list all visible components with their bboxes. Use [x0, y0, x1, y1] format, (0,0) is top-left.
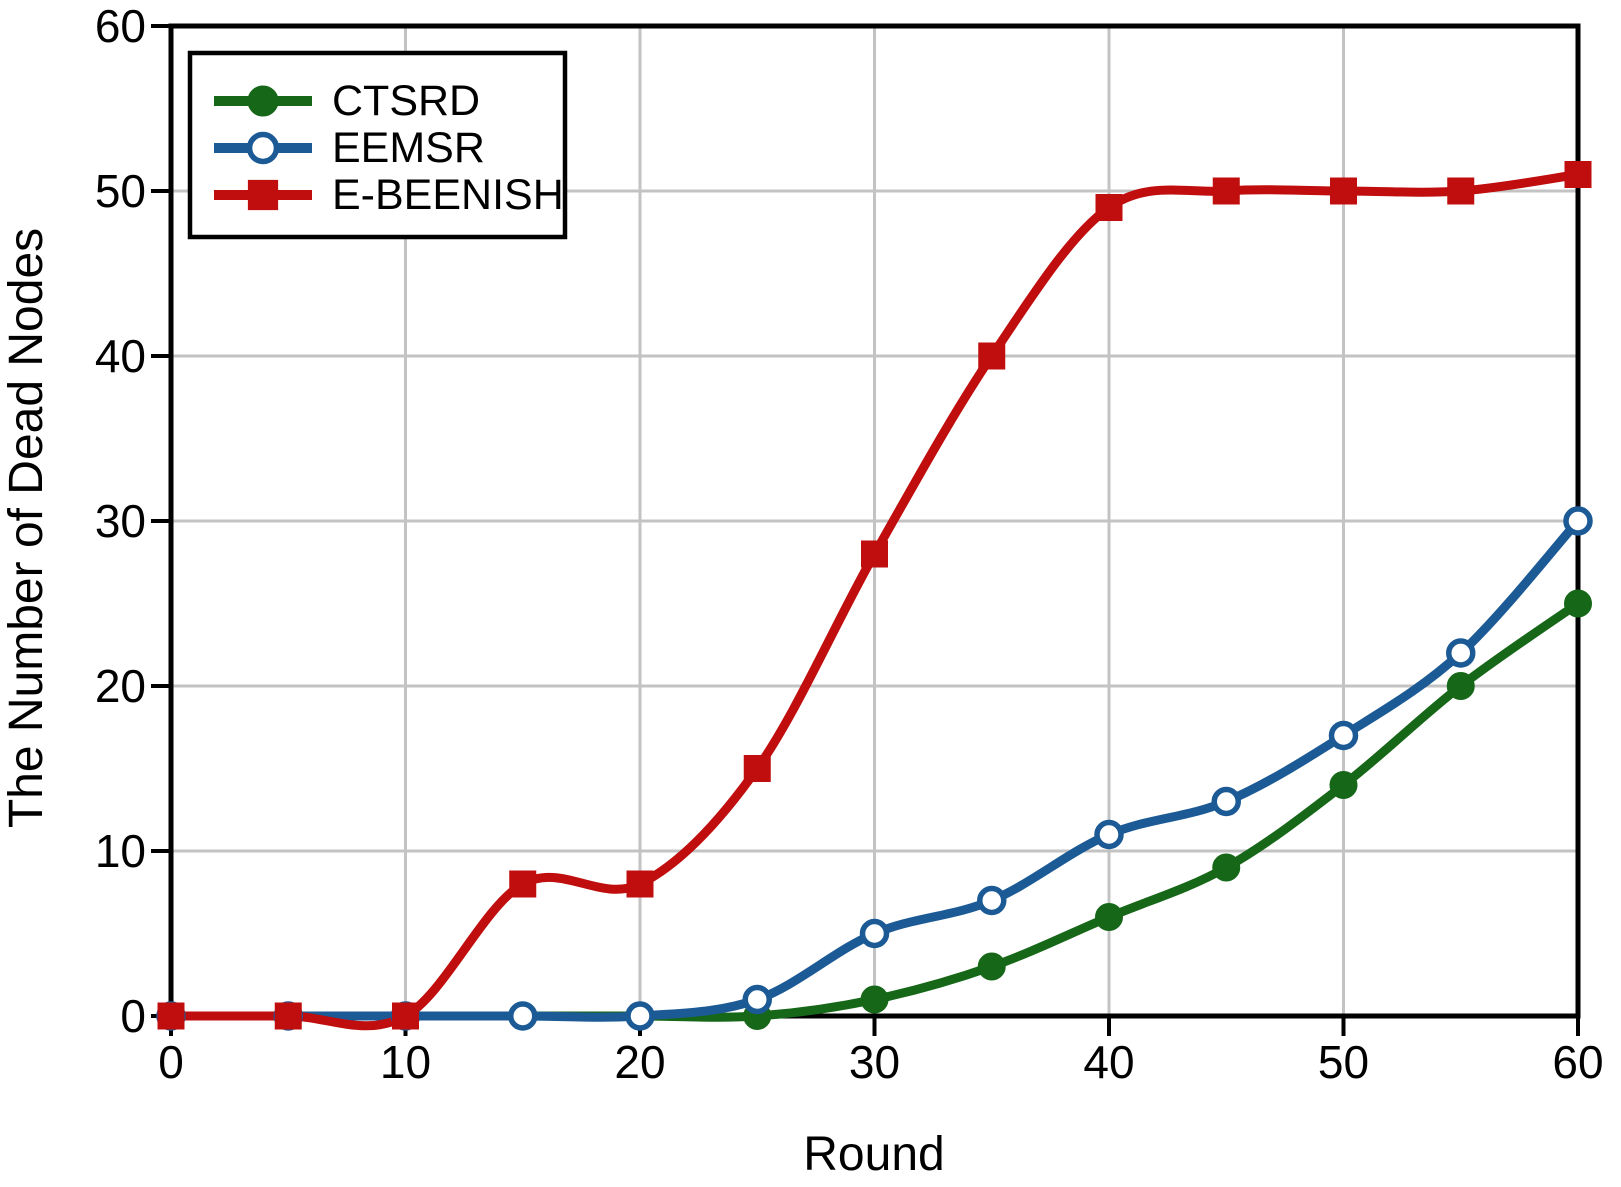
- y-tick-label-60: 60: [95, 0, 146, 52]
- marker-E-BEENISH-x0: [157, 1002, 185, 1030]
- series-markers: [156, 161, 1593, 1031]
- marker-EEMSR-x15: [508, 1001, 538, 1031]
- marker-E-BEENISH-x45: [1212, 177, 1240, 205]
- x-tick-label-0: 0: [158, 1036, 184, 1088]
- x-tick-label-50: 50: [1318, 1036, 1369, 1088]
- marker-E-BEENISH-x35: [978, 342, 1006, 370]
- marker-E-BEENISH-x40: [1095, 194, 1123, 221]
- x-tick-label-40: 40: [1083, 1036, 1134, 1088]
- marker-CTSRD-x30: [860, 985, 889, 1014]
- marker-E-BEENISH-x60: [1564, 161, 1592, 188]
- marker-E-BEENISH-x30: [861, 540, 888, 568]
- y-tick-label-30: 30: [95, 495, 146, 547]
- legend-sample-marker-E-BEENISH: [247, 179, 279, 211]
- marker-E-BEENISH-x20: [626, 870, 654, 898]
- marker-EEMSR-x30: [859, 918, 890, 949]
- legend-sample-marker-EEMSR: [246, 131, 280, 165]
- legend-label-eemsr: EEMSR: [332, 124, 485, 172]
- y-tick-label-50: 50: [95, 165, 146, 217]
- marker-EEMSR-x20: [625, 1001, 655, 1031]
- marker-CTSRD-x35: [977, 952, 1006, 981]
- y-axis-title: The Number of Dead Nodes: [0, 228, 53, 828]
- x-tick-label-60: 60: [1552, 1036, 1603, 1088]
- marker-CTSRD-x45: [1212, 853, 1241, 882]
- legend-marker-ctsrd: [214, 85, 312, 117]
- x-axis-title: Round: [803, 1128, 944, 1181]
- marker-CTSRD-x50: [1329, 771, 1358, 799]
- legend-marker-eemsr: [214, 131, 312, 165]
- marker-EEMSR-x25: [742, 984, 772, 1015]
- marker-EEMSR-x60: [1563, 506, 1593, 536]
- x-tick-label-20: 20: [614, 1036, 665, 1088]
- x-tick-labels: 0 10 20 30 40 50 60: [158, 1036, 1603, 1088]
- y-tick-label-10: 10: [95, 825, 146, 877]
- marker-E-BEENISH-x50: [1330, 177, 1357, 205]
- marker-E-BEENISH-x25: [743, 755, 771, 782]
- marker-EEMSR-x40: [1094, 819, 1124, 850]
- marker-EEMSR-x45: [1211, 786, 1241, 817]
- marker-E-BEENISH-x15: [509, 870, 537, 898]
- marker-E-BEENISH-x5: [274, 1002, 302, 1030]
- legend-label-e-beenish: E-BEENISH: [332, 171, 564, 219]
- legend-sample-marker-CTSRD: [247, 85, 279, 117]
- marker-CTSRD-x55: [1446, 672, 1475, 700]
- legend: CTSRD EEMSR E-BEENISH: [187, 50, 568, 240]
- marker-E-BEENISH-x55: [1447, 177, 1475, 205]
- marker-EEMSR-x35: [977, 885, 1007, 916]
- legend-marker-e-beenish: [214, 179, 312, 211]
- y-tick-labels: 0 10 20 30 40 50 60: [95, 0, 146, 1042]
- legend-label-ctsrd: CTSRD: [332, 77, 480, 125]
- y-tick-label-40: 40: [95, 330, 146, 382]
- y-tick-label-20: 20: [95, 660, 146, 712]
- y-tick-label-0: 0: [120, 990, 146, 1042]
- x-tick-label-30: 30: [849, 1036, 900, 1088]
- marker-E-BEENISH-x10: [392, 1002, 419, 1030]
- x-tick-label-10: 10: [380, 1036, 431, 1088]
- marker-EEMSR-x50: [1328, 720, 1359, 751]
- marker-EEMSR-x55: [1446, 638, 1476, 668]
- marker-CTSRD-x40: [1095, 903, 1123, 931]
- marker-CTSRD-x60: [1564, 589, 1592, 618]
